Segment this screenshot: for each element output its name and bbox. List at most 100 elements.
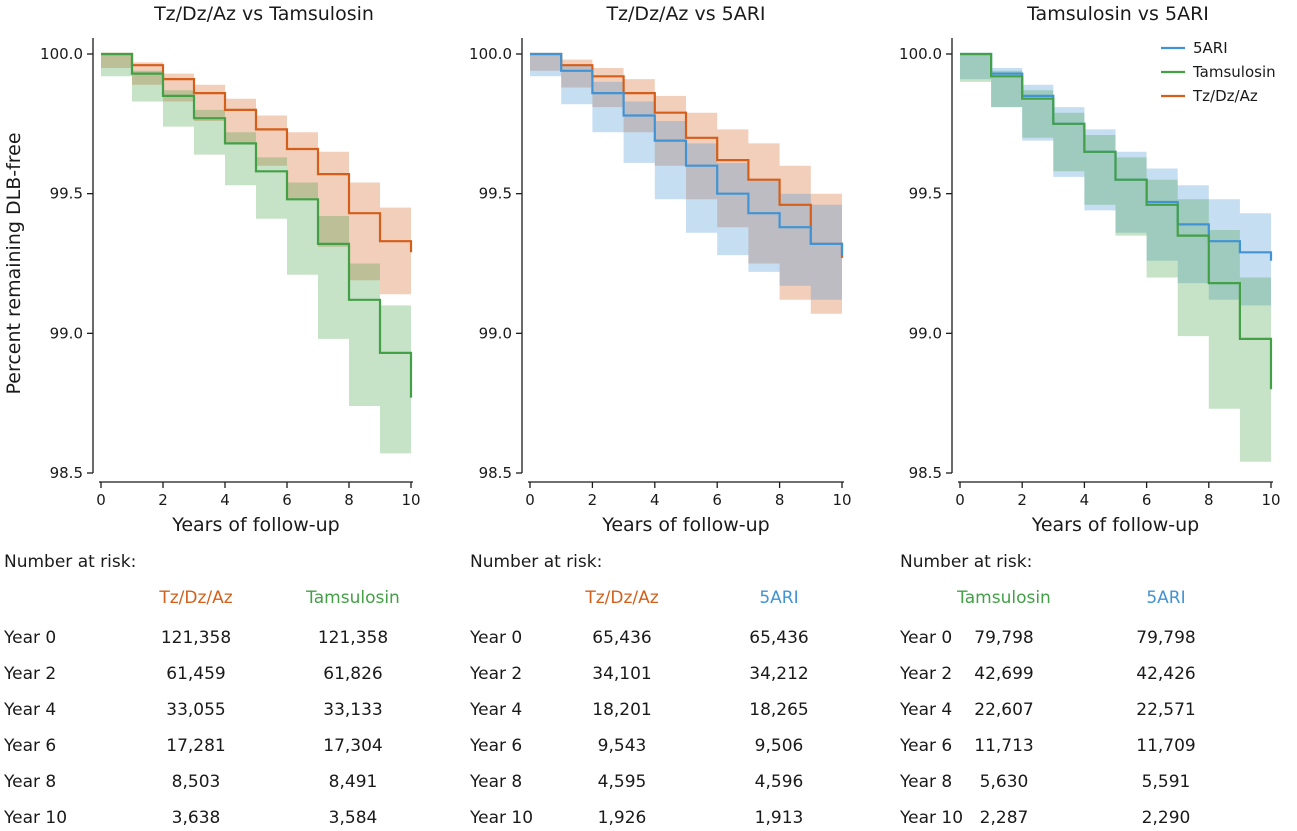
x-tick-label: 10 [1261,491,1280,509]
risk-row-label: Year 0 [4,628,57,648]
risk-cell: 5,630 [979,772,1029,792]
x-tick-label: 4 [650,491,660,509]
y-tick-label: 100.0 [899,45,942,63]
x-tick-label: 0 [955,491,965,509]
risk-cell: 2,290 [1141,808,1191,828]
y-axis-label: Percent remaining DLB-free [3,132,25,394]
y-tick-label: 99.5 [909,185,942,203]
x-tick-label: 0 [525,491,535,509]
risk-table-2: Number at risk: Tz/Dz/Az 5ARI Year 0 65,436 6… [470,552,870,828]
risk-cell: 1,926 [597,808,647,828]
risk-row-label: Year 0 [470,628,523,648]
y-tick-label: 99.0 [909,324,942,342]
y-tick-label: 99.0 [479,324,512,342]
risk-cell: 33,133 [323,700,383,720]
risk-heading: Number at risk: [900,552,1033,572]
risk-row-label: Year 2 [470,664,523,684]
risk-cell: 121,358 [160,628,232,648]
risk-cell: 3,638 [171,808,221,828]
risk-cell: 17,281 [166,736,226,756]
risk-cell: 18,265 [749,700,809,720]
risk-cell: 18,201 [592,700,652,720]
risk-cell: 65,436 [749,628,809,648]
risk-cell: 65,436 [592,628,652,648]
risk-heading: Number at risk: [4,552,137,572]
y-tick-label: 99.0 [50,324,83,342]
legend-label: 5ARI [1193,39,1228,57]
x-tick-label: 6 [712,491,722,509]
risk-row-label: Year 2 [900,664,953,684]
risk-row-label: Year 10 [4,808,68,828]
y-tick-label: 98.5 [909,464,942,482]
x-axis-label: Years of follow-up [171,514,340,536]
risk-row-label: Year 6 [4,736,57,756]
risk-column-header: Tamsulosin [957,588,1051,608]
risk-cell: 34,101 [592,664,652,684]
legend: 5ARI Tamsulosin Tz/Dz/Az [1161,39,1276,105]
risk-cell: 42,699 [974,664,1034,684]
y-tick-label: 99.5 [50,185,83,203]
x-tick-label: 2 [1017,491,1027,509]
risk-cell: 61,826 [323,664,383,684]
x-tick-label: 6 [282,491,292,509]
risk-cell: 79,798 [974,628,1034,648]
risk-cell: 17,304 [323,736,383,756]
y-tick-label: 98.5 [479,464,512,482]
panel-title: Tz/Dz/Az vs Tamsulosin [153,3,374,25]
risk-cell: 22,607 [974,700,1034,720]
panel-title: Tz/Dz/Az vs 5ARI [605,3,765,25]
risk-heading: Number at risk: [470,552,603,572]
risk-row-label: Year 8 [470,772,523,792]
risk-cell: 11,709 [1136,736,1196,756]
risk-cell: 8,491 [328,772,378,792]
risk-cell: 9,543 [597,736,647,756]
x-tick-label: 10 [401,491,420,509]
panel-3: Tamsulosin vs 5ARI 98.5 99.0 99.5 100.0 0 2 4 6 8… [899,3,1281,536]
legend-label: Tamsulosin [1192,63,1276,81]
risk-cell: 121,358 [317,628,389,648]
y-tick-label: 100.0 [469,45,512,63]
risk-column-header: 5ARI [1146,588,1186,608]
x-tick-label: 8 [775,491,785,509]
risk-row-label: Year 4 [900,700,953,720]
risk-row-label: Year 4 [470,700,523,720]
panel-1: Tz/Dz/Az vs Tamsulosin 98.5 99.0 99.5 100.0 0… [3,3,421,536]
legend-label: Tz/Dz/Az [1192,87,1258,105]
ci-band-tamsulosin [960,54,1271,462]
x-tick-label: 8 [344,491,354,509]
ci-band-tz-dz-az [530,54,842,314]
risk-cell: 22,571 [1136,700,1196,720]
risk-cell: 1,913 [754,808,804,828]
risk-column-header: 5ARI [759,588,799,608]
risk-row-label: Year 8 [4,772,57,792]
risk-cell: 61,459 [166,664,226,684]
x-tick-label: 4 [220,491,230,509]
x-tick-label: 6 [1142,491,1152,509]
x-axis-label: Years of follow-up [601,514,770,536]
y-tick-label: 100.0 [40,45,83,63]
risk-cell: 9,506 [754,736,804,756]
risk-row-label: Year 10 [470,808,534,828]
survival-line-tz-dz-az [101,52,413,253]
risk-cell: 2,287 [979,808,1029,828]
x-tick-label: 2 [158,491,168,509]
risk-column-header: Tamsulosin [306,588,400,608]
risk-row-label: Year 0 [900,628,953,648]
risk-row-label: Year 6 [470,736,523,756]
risk-row-label: Year 2 [4,664,57,684]
risk-table-3: Number at risk: Tamsulosin 5ARI Year 0 79,79… [900,552,1297,828]
survival-line-5ari [530,52,844,256]
survival-line-tz-dz-az [530,52,844,258]
risk-table-1: Number at risk: Tz/Dz/Az Tamsulosin Year 0 1… [4,552,424,828]
risk-cell: 4,596 [754,772,804,792]
y-tick-label: 98.5 [50,464,83,482]
survival-line-tamsulosin [101,52,413,398]
x-tick-label: 8 [1204,491,1214,509]
survival-line-tamsulosin [960,52,1273,390]
risk-cell: 79,798 [1136,628,1196,648]
risk-cell: 42,426 [1136,664,1196,684]
risk-row-label: Year 8 [900,772,953,792]
x-tick-label: 10 [832,491,851,509]
risk-cell: 3,584 [328,808,378,828]
panel-title: Tamsulosin vs 5ARI [1026,3,1209,25]
